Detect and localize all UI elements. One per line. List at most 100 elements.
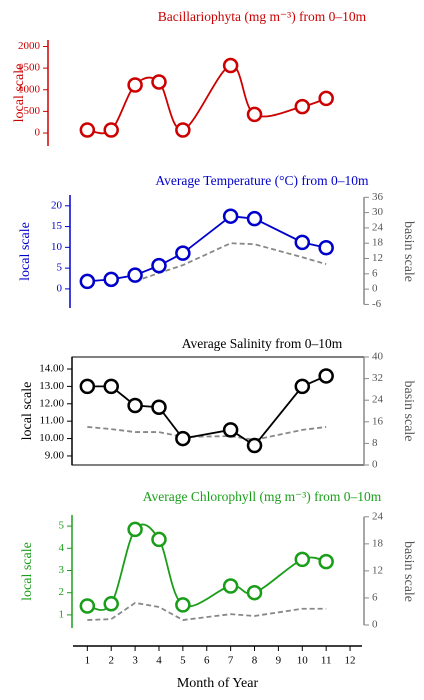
data-point xyxy=(294,234,311,251)
data-point xyxy=(318,553,334,570)
y-tick-label: 10.00 xyxy=(39,432,64,444)
y-tick-label: 0 xyxy=(57,282,63,294)
y-tick-label: 2000 xyxy=(18,40,41,52)
panel-title: Average Chlorophyll (mg m⁻³) from 0–10m xyxy=(143,489,382,504)
data-point xyxy=(222,578,239,594)
data-point xyxy=(127,521,143,538)
data-point xyxy=(127,267,143,283)
y-tick-label: 500 xyxy=(24,105,41,117)
series-line xyxy=(87,375,327,447)
y-tick-label: 5 xyxy=(59,520,65,532)
y-tick-label: 20 xyxy=(51,199,63,211)
data-point xyxy=(318,240,334,256)
data-point xyxy=(79,598,96,614)
y2-tick-label: 18 xyxy=(372,237,384,249)
x-tick-label: 2 xyxy=(108,655,114,667)
x-tick-label: 10 xyxy=(297,655,309,667)
y2-tick-label: 16 xyxy=(372,415,384,427)
y2-tick-label: 6 xyxy=(372,591,378,603)
x-tick-label: 11 xyxy=(321,655,332,667)
y2-tick-label: -6 xyxy=(372,298,382,310)
data-point xyxy=(175,430,191,447)
data-point xyxy=(79,273,96,290)
basin-line xyxy=(87,601,327,621)
panel-title: Average Temperature (°C) from 0–10m xyxy=(155,173,369,188)
data-point xyxy=(175,245,191,261)
data-point xyxy=(175,122,191,138)
data-point xyxy=(222,57,239,74)
panel-title: Bacillariophyta (mg m⁻³) from 0–10m xyxy=(158,9,367,24)
data-point xyxy=(318,90,334,107)
y2-tick-label: 0 xyxy=(372,619,378,631)
x-tick-label: 6 xyxy=(204,655,210,667)
data-point xyxy=(246,210,263,227)
series-line xyxy=(87,523,327,611)
data-point xyxy=(151,257,167,274)
y2-tick-label: 0 xyxy=(372,283,378,295)
x-tick-label: 5 xyxy=(180,655,186,667)
y-tick-label: 4 xyxy=(59,542,65,554)
y2-tick-label: 6 xyxy=(372,267,378,279)
y2-tick-label: 12 xyxy=(372,252,383,264)
data-point xyxy=(79,378,96,395)
data-point xyxy=(294,378,311,395)
y-tick-label: 1 xyxy=(59,608,65,620)
data-point xyxy=(318,368,334,384)
y-tick-label: 0 xyxy=(35,127,41,139)
y2-tick-label: 24 xyxy=(372,510,384,522)
y-tick-label: 2 xyxy=(59,586,65,598)
y-axis-label: local scale xyxy=(12,64,27,123)
data-point xyxy=(246,584,263,601)
data-point xyxy=(175,597,191,613)
x-tick-label: 9 xyxy=(276,655,282,667)
y-tick-label: 11.00 xyxy=(40,415,65,427)
data-point xyxy=(246,106,263,123)
y-axis-label: local scale xyxy=(18,222,33,281)
y2-tick-label: 30 xyxy=(372,206,384,218)
data-point xyxy=(294,98,311,115)
data-point xyxy=(127,397,143,414)
y2-tick-label: 24 xyxy=(372,221,384,233)
data-point xyxy=(151,399,167,416)
series-line xyxy=(87,215,327,283)
panel-title: Average Salinity from 0–10m xyxy=(182,336,343,351)
x-axis-label: Month of Year xyxy=(177,676,259,691)
x-tick-label: 8 xyxy=(252,655,258,667)
y2-tick-label: 32 xyxy=(372,372,383,384)
y-tick-label: 5 xyxy=(57,262,63,274)
y-tick-label: 12.00 xyxy=(39,397,64,409)
data-point xyxy=(103,122,119,138)
y2-axis-label: basin scale xyxy=(401,380,416,441)
y2-tick-label: 18 xyxy=(372,537,384,549)
data-point xyxy=(222,422,239,438)
y-axis-label: local scale xyxy=(20,542,35,601)
y-axis-label: local scale xyxy=(20,382,35,441)
y2-tick-label: 8 xyxy=(372,437,378,449)
data-point xyxy=(246,437,263,454)
data-point xyxy=(151,531,167,548)
data-point xyxy=(79,122,96,138)
y-tick-label: 3 xyxy=(59,564,65,576)
data-point xyxy=(103,378,119,395)
y2-axis-label: basin scale xyxy=(401,541,416,602)
x-tick-label: 4 xyxy=(156,655,162,667)
data-point xyxy=(294,551,311,568)
y2-tick-label: 24 xyxy=(372,394,384,406)
data-point xyxy=(103,596,119,612)
y2-tick-label: 0 xyxy=(372,459,378,471)
data-point xyxy=(222,208,239,224)
x-tick-label: 12 xyxy=(345,655,356,667)
data-point xyxy=(151,74,167,90)
y-tick-label: 14.00 xyxy=(39,363,64,375)
x-tick-label: 3 xyxy=(132,655,138,667)
y2-tick-label: 36 xyxy=(372,191,384,203)
y-tick-label: 9.00 xyxy=(45,449,65,461)
y-tick-label: 10 xyxy=(51,241,63,253)
y-tick-label: 1500 xyxy=(18,62,41,74)
data-point xyxy=(103,271,119,288)
y2-tick-label: 40 xyxy=(372,351,384,363)
series-line xyxy=(87,64,327,135)
y-tick-label: 1000 xyxy=(18,83,41,95)
y-tick-label: 13.00 xyxy=(39,380,64,392)
x-tick-label: 7 xyxy=(228,655,234,667)
